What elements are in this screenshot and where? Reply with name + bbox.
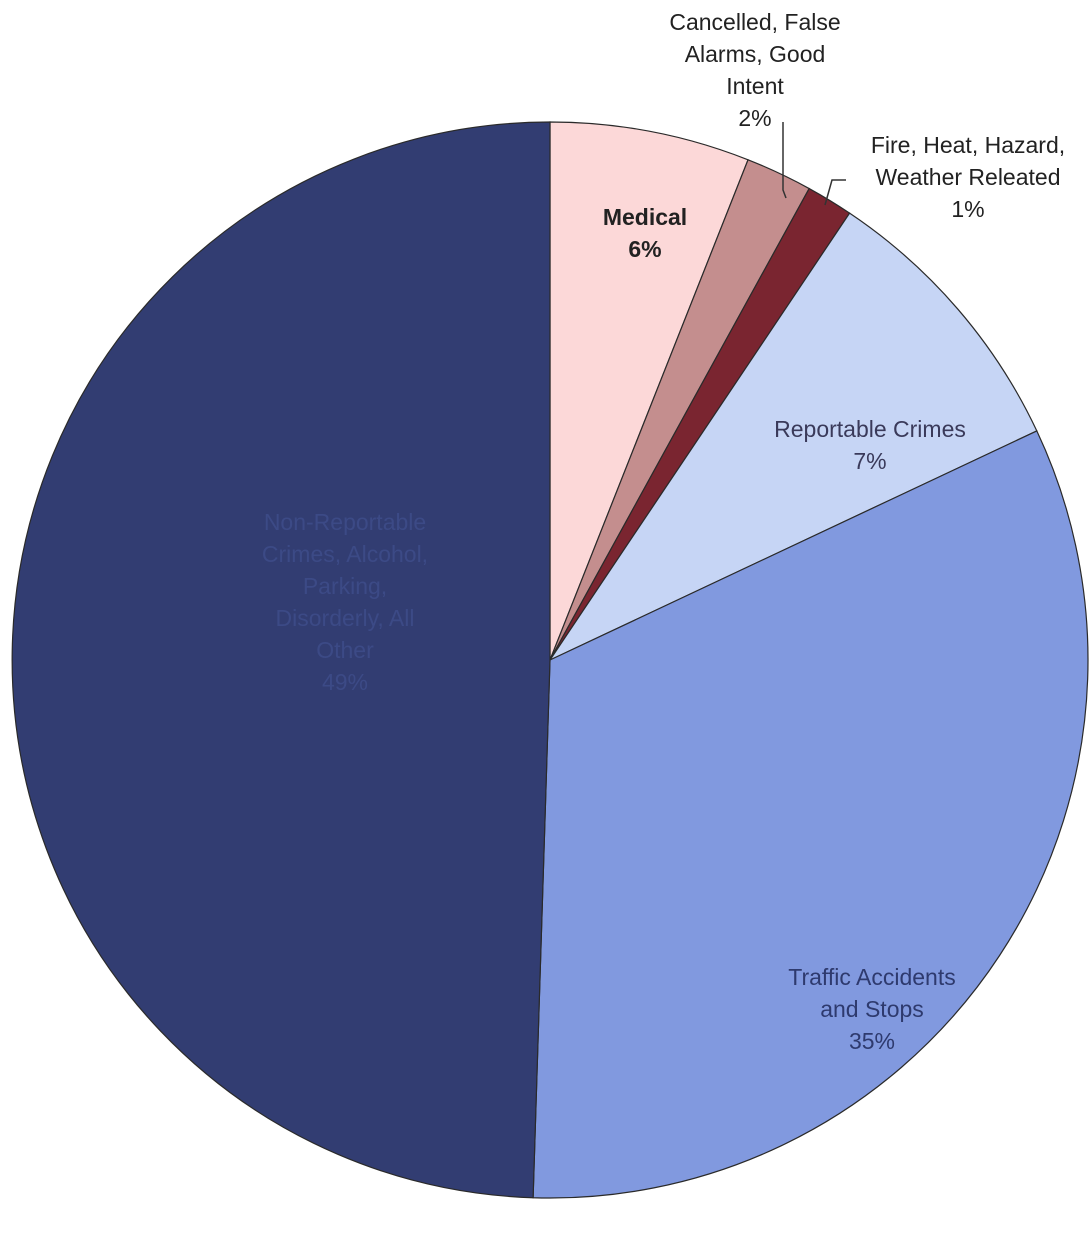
- leader-line-2: [782, 122, 787, 199]
- pie-slice-1: [549, 121, 749, 661]
- slice-value-label: 1%: [951, 196, 984, 222]
- slice-category-label: Fire, Heat, Hazard,: [871, 132, 1065, 158]
- slice-label-2: Cancelled, False Alarms, Good Intent 2%: [669, 9, 840, 131]
- pie-slices: [11, 121, 1089, 1199]
- slice-category-label: Alarms, Good: [685, 41, 826, 67]
- slice-label-5: Traffic Accidents and Stops 35%: [788, 964, 955, 1054]
- slice-category-label: Parking,: [303, 573, 387, 599]
- slice-value-label: 2%: [738, 105, 771, 131]
- slice-category-label: Disorderly, All: [276, 605, 415, 631]
- slice-category-label: Cancelled, False: [669, 9, 840, 35]
- slice-label-4: Reportable Crimes 7%: [774, 416, 966, 474]
- slice-label-3: Fire, Heat, Hazard, Weather Releated 1%: [871, 132, 1065, 222]
- pie-slice-4: [548, 212, 1038, 662]
- slice-category-label: Other: [316, 637, 374, 663]
- slice-label-6: Non-Reportable Crimes, Alcohol, Parking, Di…: [262, 509, 428, 695]
- slice-category-label: Traffic Accidents: [788, 964, 955, 990]
- slice-labels: Medical 6% Cancelled, False Alarms, Good Int…: [262, 9, 1065, 1054]
- slice-value-label: 7%: [853, 448, 886, 474]
- leader-lines: [782, 122, 846, 206]
- slice-category-label: and Stops: [820, 996, 924, 1022]
- slice-category-label: Reportable Crimes: [774, 416, 966, 442]
- pie-slice-6: [11, 121, 551, 1199]
- pie-slice-5: [532, 430, 1089, 1199]
- slice-value-label: 6%: [628, 236, 661, 262]
- slice-label-1: Medical 6%: [603, 204, 687, 262]
- slice-value-label: 49%: [322, 669, 368, 695]
- slice-category-label: Intent: [726, 73, 784, 99]
- slice-value-label: 35%: [849, 1028, 895, 1054]
- slice-category-label: Crimes, Alcohol,: [262, 541, 428, 567]
- slice-category-label: Medical: [603, 204, 687, 230]
- slice-category-label: Weather Releated: [876, 164, 1061, 190]
- slice-category-label: Non-Reportable: [264, 509, 426, 535]
- leader-line-3: [824, 179, 846, 206]
